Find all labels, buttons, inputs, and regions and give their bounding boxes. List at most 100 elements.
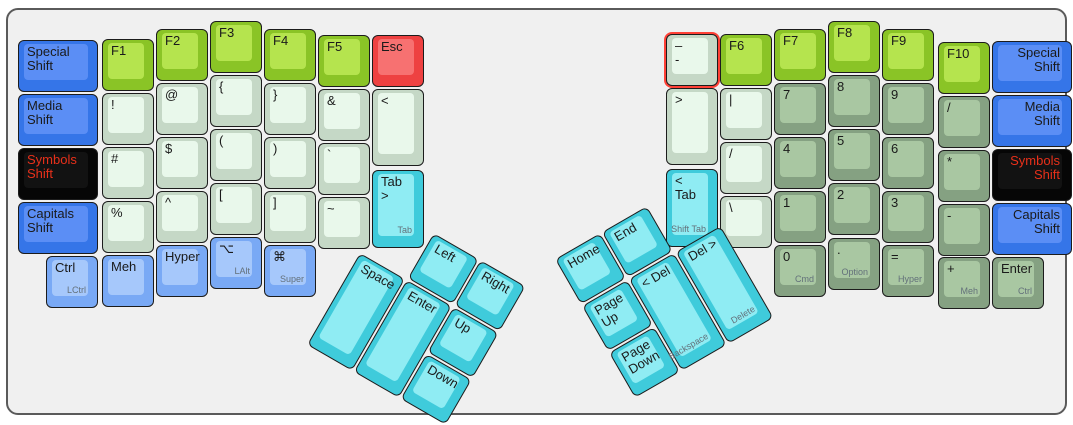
key-label: - <box>947 208 952 223</box>
key-num5[interactable]: 5 <box>828 129 880 181</box>
key-close-paren[interactable]: ) <box>264 137 316 189</box>
key-dollar[interactable]: $ <box>156 137 208 189</box>
keycap-surface: 5 <box>834 133 870 169</box>
key-tab-forward[interactable]: Tab > Tab <box>372 170 424 248</box>
key-num-plus[interactable]: + Meh <box>938 257 990 309</box>
keycap-surface: F1 <box>108 43 144 79</box>
key-sublabel: Super <box>279 274 304 284</box>
key-hash[interactable]: # <box>102 147 154 199</box>
key-num2[interactable]: 2 <box>828 183 880 235</box>
key-label: 9 <box>891 87 899 102</box>
keycap-surface: ( <box>216 133 252 169</box>
keycap-surface: Enter Ctrl <box>998 261 1034 297</box>
key-f8[interactable]: F8 <box>828 21 880 73</box>
key-label: Meh <box>111 259 137 274</box>
key-capitals-shift-right[interactable]: Capitals Shift <box>992 203 1072 255</box>
key-num0[interactable]: 0 Cmd <box>774 245 826 297</box>
key-media-shift-right[interactable]: Media Shift <box>992 95 1072 147</box>
keycap-surface: ⌥ LAlt <box>216 241 252 277</box>
key-num9[interactable]: 9 <box>882 83 934 135</box>
key-percent[interactable]: % <box>102 201 154 253</box>
key-num-period[interactable]: . Option <box>828 238 880 290</box>
key-pipe[interactable]: | <box>720 88 772 140</box>
key-label: ! <box>111 97 115 112</box>
key-num-slash[interactable]: / <box>938 96 990 148</box>
key-num-dash[interactable]: - <box>938 204 990 256</box>
keyboard-board: Special Shift Media Shift Symbols Shift Cap… <box>6 8 1072 425</box>
key-f10[interactable]: F10 <box>938 42 990 94</box>
key-open-paren[interactable]: ( <box>210 129 262 181</box>
key-label: Space <box>358 260 398 293</box>
key-f9[interactable]: F9 <box>882 29 934 81</box>
key-meh[interactable]: Meh <box>102 255 154 307</box>
key-f6[interactable]: F6 <box>720 34 772 86</box>
key-close-brace[interactable]: } <box>264 83 316 135</box>
keycap-surface: 7 <box>780 87 816 123</box>
key-num7[interactable]: 7 <box>774 83 826 135</box>
key-sublabel: LCtrl <box>66 285 86 295</box>
key-label: = <box>891 249 899 264</box>
key-capitals-shift-left[interactable]: Capitals Shift <box>18 202 98 254</box>
key-backtick[interactable]: ` <box>318 143 370 195</box>
key-close-bracket[interactable]: ] <box>264 191 316 243</box>
keycap-surface: Special Shift <box>998 45 1062 81</box>
key-exclamation[interactable]: ! <box>102 93 154 145</box>
key-ctrl[interactable]: Ctrl LCtrl <box>46 256 98 308</box>
key-num-equals[interactable]: = Hyper <box>882 245 934 297</box>
key-slash[interactable]: / <box>720 142 772 194</box>
key-hyper[interactable]: Hyper <box>156 245 208 297</box>
key-tilde[interactable]: ~ <box>318 197 370 249</box>
key-super[interactable]: ⌘ Super <box>264 245 316 297</box>
key-symbols-shift-right[interactable]: Symbols Shift <box>992 149 1072 201</box>
keycap-surface: 6 <box>888 141 924 177</box>
key-f2[interactable]: F2 <box>156 29 208 81</box>
key-caret[interactable]: ^ <box>156 191 208 243</box>
key-sublabel: Hyper <box>897 274 922 284</box>
key-esc[interactable]: Esc <box>372 35 424 87</box>
keycap-surface: # <box>108 151 144 187</box>
key-label: Right <box>478 268 513 297</box>
key-label: ~ <box>327 201 335 216</box>
keycap-surface: ⌘ Super <box>270 249 306 285</box>
key-f4[interactable]: F4 <box>264 29 316 81</box>
key-label: 3 <box>891 195 899 210</box>
key-less-than[interactable]: < <box>372 89 424 166</box>
key-label: Capitals Shift <box>1013 207 1060 236</box>
key-open-bracket[interactable]: [ <box>210 183 262 235</box>
key-ampersand[interactable]: & <box>318 89 370 141</box>
key-num8[interactable]: 8 <box>828 75 880 127</box>
key-greater-than[interactable]: > <box>666 88 718 165</box>
key-lalt[interactable]: ⌥ LAlt <box>210 237 262 289</box>
keycap-surface: – - <box>672 38 708 74</box>
key-label: Hyper <box>165 249 200 264</box>
keycap-surface: Meh <box>108 259 144 295</box>
key-media-shift-left[interactable]: Media Shift <box>18 94 98 146</box>
keycap-surface: Media Shift <box>998 99 1062 135</box>
key-num1[interactable]: 1 <box>774 191 826 243</box>
key-label: * <box>947 154 953 169</box>
key-num4[interactable]: 4 <box>774 137 826 189</box>
key-f5[interactable]: F5 <box>318 35 370 87</box>
key-num3[interactable]: 3 <box>882 191 934 243</box>
key-label: < Tab <box>675 173 696 202</box>
key-label: 0 <box>783 249 791 264</box>
key-f7[interactable]: F7 <box>774 29 826 81</box>
key-label: & <box>327 93 336 108</box>
key-label: Page Up <box>591 289 626 331</box>
key-num-star[interactable]: * <box>938 150 990 202</box>
key-f1[interactable]: F1 <box>102 39 154 91</box>
keycap-surface: [ <box>216 187 252 223</box>
key-f3[interactable]: F3 <box>210 21 262 73</box>
key-dash-underscore[interactable]: – - <box>666 34 718 86</box>
key-label: 6 <box>891 141 899 156</box>
key-enter-right[interactable]: Enter Ctrl <box>992 257 1044 309</box>
key-special-shift-left[interactable]: Special Shift <box>18 40 98 92</box>
keycap-surface: & <box>324 93 360 129</box>
key-open-brace[interactable]: { <box>210 75 262 127</box>
key-label: End <box>611 219 640 245</box>
key-special-shift-right[interactable]: Special Shift <box>992 41 1072 93</box>
key-symbols-shift-left[interactable]: Symbols Shift <box>18 148 98 200</box>
key-at[interactable]: @ <box>156 83 208 135</box>
key-num6[interactable]: 6 <box>882 137 934 189</box>
key-sublabel: Backspace <box>666 330 710 362</box>
